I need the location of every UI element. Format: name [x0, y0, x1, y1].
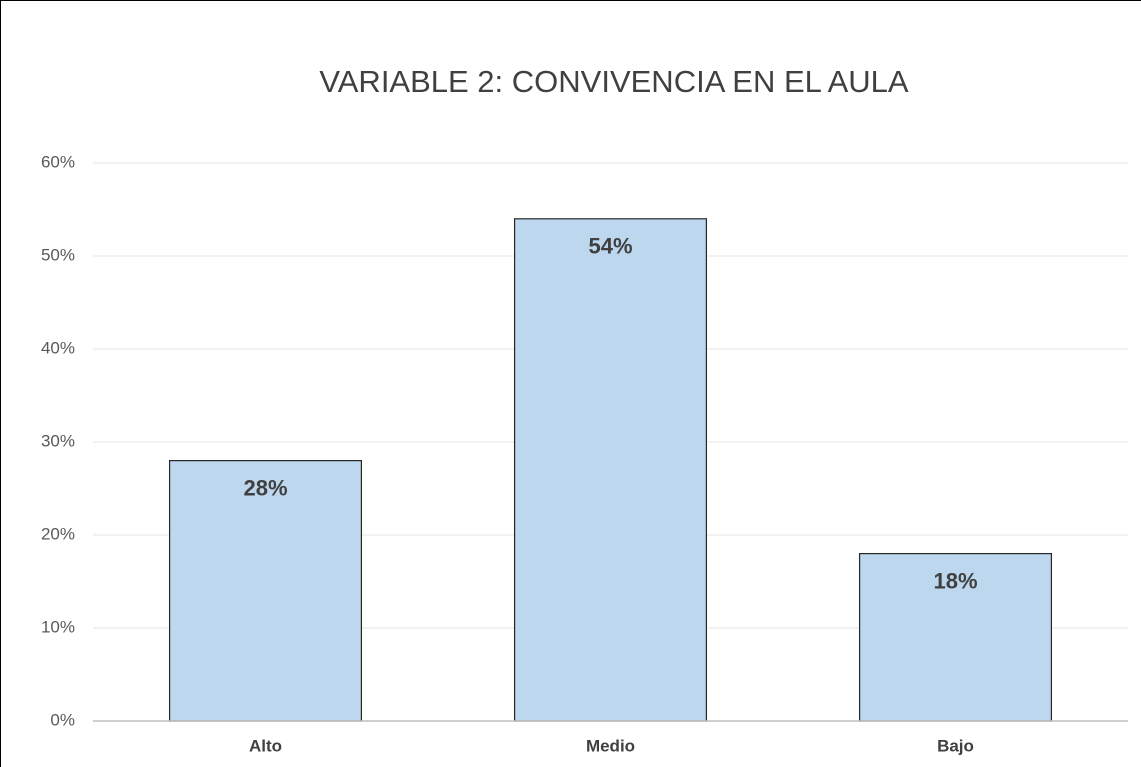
y-tick-label: 10%: [41, 617, 75, 636]
y-tick-label: 40%: [41, 338, 75, 357]
x-tick-label: Medio: [586, 736, 635, 755]
data-label: 54%: [588, 234, 632, 259]
bar: [858, 552, 1053, 722]
bar: [513, 218, 708, 722]
x-tick-label: Bajo: [937, 736, 974, 755]
chart-title: VARIABLE 2: CONVIVENCIA EN EL AULA: [319, 64, 909, 99]
data-label: 18%: [933, 568, 977, 593]
y-tick-label: 30%: [41, 431, 75, 450]
y-tick-label: 50%: [41, 245, 75, 264]
x-tick-label: Alto: [249, 736, 282, 755]
y-tick-label: 60%: [41, 152, 75, 171]
data-label: 28%: [243, 475, 287, 500]
y-tick-label: 0%: [50, 710, 75, 729]
bar: [168, 460, 363, 722]
y-tick-label: 20%: [41, 524, 75, 543]
